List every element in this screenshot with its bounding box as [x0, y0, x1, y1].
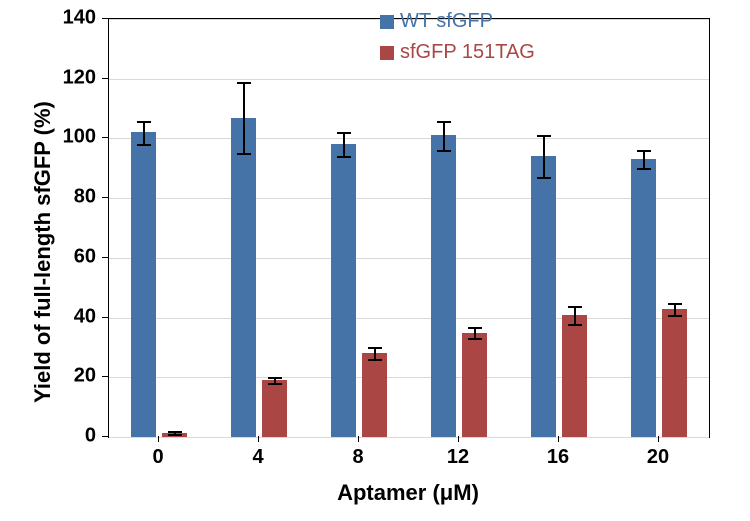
legend: WT sfGFP sfGFP 151TAG	[380, 10, 535, 72]
y-tick	[102, 257, 108, 258]
gridline	[109, 79, 709, 80]
y-tick-label: 140	[0, 7, 96, 30]
error-cap	[537, 177, 551, 179]
error-cap	[137, 144, 151, 146]
plot-area	[108, 18, 710, 438]
error-cap	[337, 156, 351, 158]
gridline	[109, 258, 709, 259]
bar	[431, 135, 456, 437]
bar	[131, 132, 156, 437]
legend-swatch	[380, 46, 394, 60]
error-cap	[668, 315, 682, 317]
error-bar	[243, 82, 245, 154]
x-tick	[558, 436, 559, 442]
error-cap	[468, 327, 482, 329]
bar	[231, 118, 256, 437]
bar	[331, 144, 356, 437]
x-tick	[258, 436, 259, 442]
y-tick	[102, 317, 108, 318]
gridline	[109, 377, 709, 378]
error-bar	[643, 150, 645, 168]
error-cap	[237, 82, 251, 84]
error-cap	[637, 168, 651, 170]
error-cap	[137, 121, 151, 123]
gridline	[109, 318, 709, 319]
bar	[631, 159, 656, 437]
error-bar	[143, 121, 145, 145]
error-cap	[568, 306, 582, 308]
x-axis-title: Aptamer (μM)	[108, 480, 708, 506]
error-cap	[337, 132, 351, 134]
y-tick	[102, 137, 108, 138]
x-tick	[358, 436, 359, 442]
bar	[562, 315, 587, 437]
x-tick-label: 8	[352, 446, 363, 469]
error-bar	[443, 121, 445, 151]
error-cap	[537, 135, 551, 137]
legend-swatch	[380, 15, 394, 29]
y-axis-title: Yield of full-length sfGFP (%)	[30, 101, 56, 403]
y-tick-label: 0	[0, 425, 96, 448]
error-cap	[368, 359, 382, 361]
error-cap	[368, 347, 382, 349]
bar	[462, 333, 487, 438]
error-bar	[574, 306, 576, 324]
x-tick	[458, 436, 459, 442]
y-tick-label: 120	[0, 66, 96, 89]
error-cap	[437, 150, 451, 152]
gridline	[109, 198, 709, 199]
x-tick-label: 4	[252, 446, 263, 469]
y-tick	[102, 436, 108, 437]
error-cap	[437, 121, 451, 123]
x-tick	[658, 436, 659, 442]
x-tick-label: 20	[647, 446, 669, 469]
x-tick	[158, 436, 159, 442]
error-cap	[668, 303, 682, 305]
error-bar	[543, 135, 545, 177]
error-bar	[343, 132, 345, 156]
bar	[662, 309, 687, 437]
x-tick-label: 0	[152, 446, 163, 469]
legend-label: sfGFP 151TAG	[400, 41, 535, 64]
gridline	[109, 437, 709, 438]
error-cap	[637, 150, 651, 152]
gridline	[109, 138, 709, 139]
error-cap	[168, 431, 182, 433]
bar	[362, 353, 387, 437]
error-cap	[237, 153, 251, 155]
bar	[531, 156, 556, 437]
y-tick	[102, 18, 108, 19]
error-cap	[268, 377, 282, 379]
legend-label: WT sfGFP	[400, 10, 493, 33]
y-tick	[102, 197, 108, 198]
chart-root: 020406080100120140048121620 Yield of ful…	[0, 0, 750, 521]
y-tick	[102, 376, 108, 377]
error-cap	[568, 324, 582, 326]
error-cap	[168, 434, 182, 436]
x-tick-label: 12	[447, 446, 469, 469]
legend-item: sfGFP 151TAG	[380, 41, 535, 64]
error-cap	[468, 338, 482, 340]
error-cap	[268, 383, 282, 385]
legend-item: WT sfGFP	[380, 10, 535, 33]
y-tick	[102, 78, 108, 79]
bar	[262, 380, 287, 437]
x-tick-label: 16	[547, 446, 569, 469]
